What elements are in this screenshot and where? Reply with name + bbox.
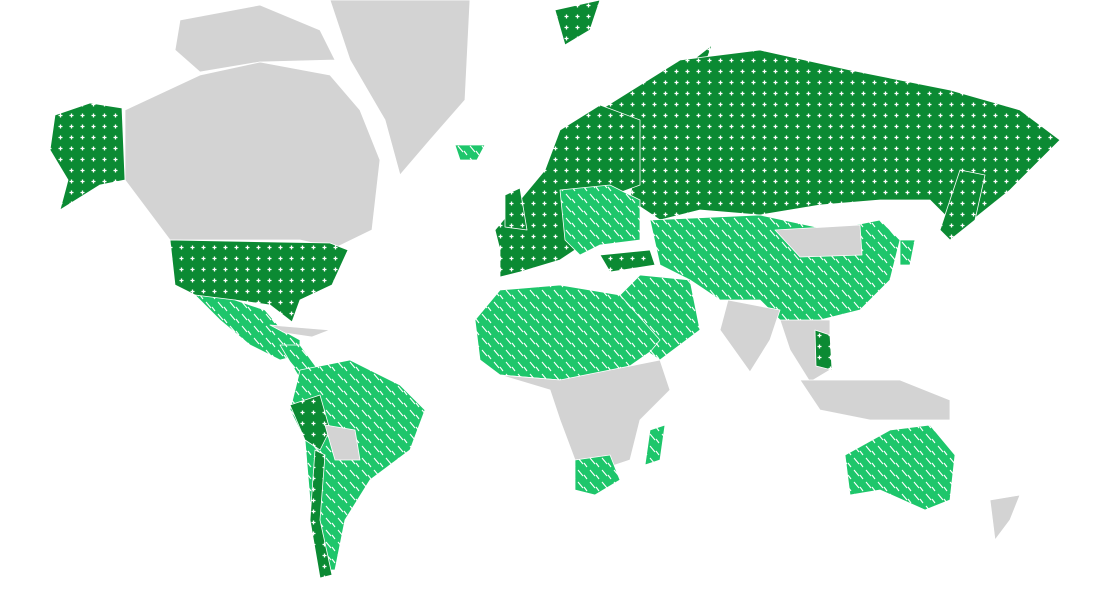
alaska-region — [49, 102, 126, 211]
new-zealand-region — [989, 494, 1021, 541]
south-america-region — [289, 359, 426, 571]
peru-region — [289, 394, 331, 451]
uk-region — [504, 187, 528, 231]
vietnam-region — [814, 329, 833, 371]
svalbard-region — [554, 0, 601, 46]
eastern-europe-region — [559, 184, 641, 256]
chile-region — [309, 449, 333, 579]
iceland-region — [454, 144, 486, 161]
mongolia-region — [774, 224, 863, 258]
bolivia-region — [324, 424, 361, 461]
arctic-islands — [174, 4, 336, 73]
caribbean-region — [269, 324, 331, 338]
north-africa-region — [474, 284, 661, 381]
canada-region — [124, 61, 381, 249]
japan-region — [939, 169, 986, 241]
central-africa-region — [499, 359, 671, 471]
korea-region — [899, 239, 916, 266]
south-africa-region — [574, 454, 621, 496]
turkey-region — [599, 249, 656, 273]
madagascar-region — [644, 424, 666, 466]
greenland-region — [329, 0, 471, 176]
russia-region — [599, 49, 1061, 231]
indonesia-region — [799, 379, 951, 421]
india-region — [719, 299, 781, 373]
australia-region — [844, 424, 956, 511]
